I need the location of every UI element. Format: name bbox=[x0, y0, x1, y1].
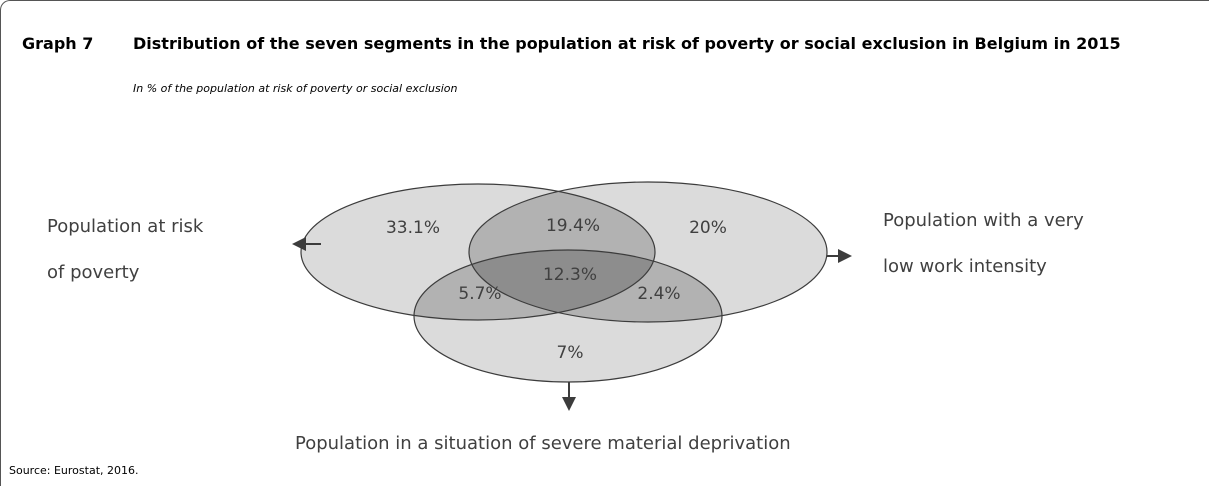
segment-label-all-three: 12.3% bbox=[543, 265, 597, 285]
set-label-deprivation: Population in a situation of severe mate… bbox=[295, 433, 791, 454]
set-work-outline bbox=[468, 181, 828, 323]
set-poverty-outline bbox=[300, 183, 656, 321]
arrow-down-icon bbox=[562, 382, 576, 411]
segment-label-poverty: 33.1% bbox=[386, 218, 440, 238]
segment-label-deprivation: 7% bbox=[557, 343, 584, 363]
set-label-poverty-line2: of poverty bbox=[47, 262, 140, 283]
segment-label-work-deprivation: 2.4% bbox=[637, 284, 680, 304]
source-note: Source: Eurostat, 2016. bbox=[9, 464, 139, 477]
set-label-work-line2: low work intensity bbox=[883, 256, 1047, 277]
chart-title: Distribution of the seven segments in th… bbox=[133, 34, 1121, 53]
set-label-poverty-line1: Population at risk bbox=[47, 216, 204, 237]
segment-label-work: 20% bbox=[689, 218, 727, 238]
segment-label-poverty-work: 19.4% bbox=[546, 216, 600, 236]
arrow-right-icon bbox=[827, 249, 852, 263]
set-label-work-line1: Population with a very bbox=[883, 210, 1084, 231]
segment-label-poverty-deprivation: 5.7% bbox=[458, 284, 501, 304]
graph-number: Graph 7 bbox=[22, 34, 94, 53]
arrow-left-icon bbox=[292, 237, 321, 251]
chart-subtitle: In % of the population at risk of povert… bbox=[133, 82, 458, 95]
